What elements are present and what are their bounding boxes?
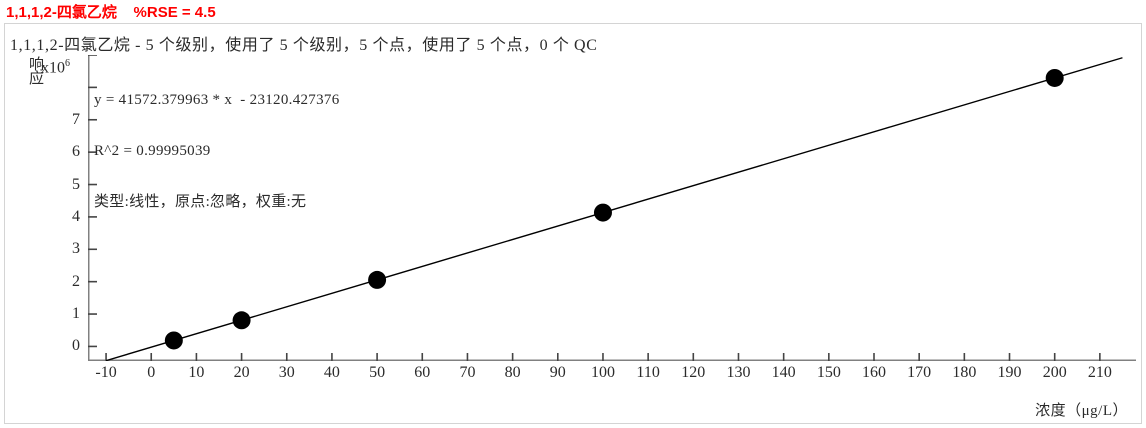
x-tick-label: 130 bbox=[726, 364, 751, 381]
x-tick-label: 70 bbox=[459, 364, 476, 381]
chart-subtitle: 1,1,1,2-四氯乙烷 - 5 个级别，使用了 5 个级别，5 个点，使用了 … bbox=[10, 37, 598, 54]
data-point bbox=[1045, 68, 1064, 87]
x-tick-label: -10 bbox=[95, 364, 117, 381]
y-axis-exponent: x106 bbox=[41, 58, 70, 77]
plot-area bbox=[88, 55, 1136, 361]
data-point bbox=[232, 311, 251, 330]
y-axis-exponent-base: x10 bbox=[41, 59, 65, 77]
x-tick-label: 190 bbox=[997, 364, 1022, 381]
x-tick-label: 10 bbox=[188, 364, 205, 381]
y-tick-label: 4 bbox=[72, 207, 80, 225]
x-tick-label: 60 bbox=[414, 364, 431, 381]
data-point bbox=[368, 270, 387, 289]
data-point bbox=[164, 331, 183, 350]
fit-r2-line: R^2 = 0.99995039 bbox=[94, 143, 211, 159]
x-axis-tick-labels: -10 0 10 20 30 40 50 60 70 80 90 100 110 120 130 140 150… bbox=[0, 364, 1146, 386]
regression-line bbox=[105, 57, 1123, 361]
x-tick-label: 100 bbox=[590, 364, 615, 381]
x-tick-label: 140 bbox=[771, 364, 796, 381]
x-tick-label: 200 bbox=[1042, 364, 1067, 381]
x-tick-label: 180 bbox=[952, 364, 977, 381]
fit-equation-box: y = 41572.379963 * x - 23120.427376 R^2 … bbox=[94, 58, 340, 245]
x-tick-label: 110 bbox=[636, 364, 660, 381]
data-points bbox=[164, 68, 1064, 350]
x-tick-label: 210 bbox=[1087, 364, 1112, 381]
x-axis-title: 浓度（μg/L） bbox=[1035, 403, 1128, 419]
x-tick-label: 20 bbox=[233, 364, 250, 381]
y-axis-title: 响应 bbox=[27, 56, 43, 84]
x-tick-label: 90 bbox=[549, 364, 566, 381]
axis-lines bbox=[88, 55, 1136, 361]
y-axis-tick-labels: 0 1 2 3 4 5 6 7 bbox=[0, 0, 88, 380]
y-tick-label: 7 bbox=[72, 110, 80, 128]
y-tick-label: 0 bbox=[72, 337, 80, 355]
axis-ticks bbox=[88, 55, 1101, 361]
x-tick-label: 80 bbox=[504, 364, 521, 381]
y-tick-label: 1 bbox=[72, 305, 80, 323]
y-tick-label: 2 bbox=[72, 272, 80, 290]
x-tick-label: 170 bbox=[907, 364, 932, 381]
y-axis-exponent-power: 6 bbox=[65, 58, 70, 69]
title-bar: 1,1,1,2-四氯乙烷 %RSE = 4.5 bbox=[0, 0, 1146, 22]
y-tick-label: 5 bbox=[72, 175, 80, 193]
x-tick-label: 120 bbox=[681, 364, 706, 381]
fit-equation-line: y = 41572.379963 * x - 23120.427376 bbox=[94, 92, 340, 108]
page-title: 1,1,1,2-四氯乙烷 %RSE = 4.5 bbox=[6, 3, 216, 21]
x-tick-label: 150 bbox=[816, 364, 841, 381]
x-tick-label: 50 bbox=[369, 364, 386, 381]
y-tick-label: 3 bbox=[72, 240, 80, 258]
y-tick-label: 6 bbox=[72, 143, 80, 161]
x-tick-label: 40 bbox=[323, 364, 340, 381]
data-point bbox=[593, 203, 612, 222]
x-tick-label: 0 bbox=[147, 364, 156, 381]
chart-frame bbox=[4, 23, 1142, 424]
x-tick-label: 160 bbox=[862, 364, 886, 381]
fit-options-line: 类型:线性，原点:忽略，权重:无 bbox=[94, 194, 307, 210]
x-tick-label: 30 bbox=[278, 364, 295, 381]
